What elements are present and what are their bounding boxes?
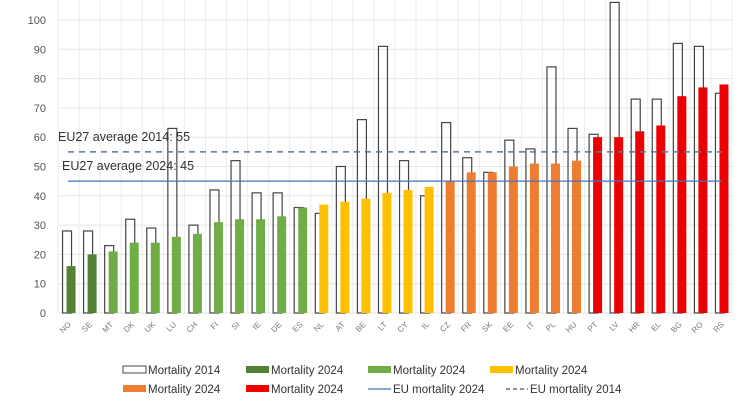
bar-2024-ie: [256, 219, 266, 313]
x-tick-label: CY: [396, 320, 411, 335]
legend-label: Mortality 2024: [515, 365, 588, 377]
legend-swatch-yellow: [490, 366, 513, 373]
bar-2024-rs: [719, 84, 729, 314]
y-axis: 0 10 20 30 40 50 60 70 80 90 100: [28, 15, 46, 320]
x-tick-label: EE: [501, 320, 515, 334]
x-tick-label: HU: [564, 320, 579, 335]
legend-label: Mortality 2024: [148, 384, 221, 396]
x-tick-label: DE: [269, 320, 283, 334]
legend: Mortality 2014 Mortality 2024 Mortality 20…: [122, 365, 622, 396]
legend-label: EU mortality 2014: [530, 384, 622, 396]
bar-2024-lv: [614, 137, 624, 313]
bar-2024-uk: [150, 242, 160, 313]
x-tick-label: HR: [627, 320, 642, 335]
x-tick-label: CZ: [438, 320, 452, 334]
y-tick-label: 100: [28, 15, 46, 27]
y-tick-label: 70: [34, 103, 46, 115]
x-tick-label: IL: [420, 320, 431, 331]
bar-2024-cy: [403, 189, 413, 313]
y-tick-label: 60: [34, 132, 46, 144]
x-tick-label: IE: [251, 320, 263, 332]
eu-2024-label: EU27 average 2024: 45: [62, 159, 194, 173]
y-tick-label: 40: [34, 191, 46, 203]
x-tick-label: AT: [334, 320, 347, 333]
legend-swatch-green: [368, 366, 391, 373]
x-tick-label: FI: [209, 320, 220, 331]
bar-2024-es: [298, 207, 308, 313]
x-tick-label: EL: [649, 320, 663, 334]
x-tick-label: FR: [459, 320, 473, 334]
bar-2024-mt: [108, 251, 118, 313]
bar-2024-nl: [319, 204, 329, 313]
legend-swatch-dark_green: [246, 366, 269, 373]
bar-2024-ee: [508, 166, 518, 313]
bar-2024-lu: [171, 236, 181, 313]
bar-2024-ro: [698, 87, 708, 313]
bar-2024-be: [361, 198, 371, 313]
x-tick-label: SI: [230, 320, 242, 332]
x-tick-label: DK: [122, 320, 137, 335]
bar-2024-fr: [466, 172, 476, 313]
legend-swatch-red: [246, 385, 269, 392]
x-tick-label: PL: [544, 320, 558, 334]
y-tick-label: 80: [34, 74, 46, 86]
bars: [61, 1, 729, 314]
bar-2024-it: [529, 163, 539, 313]
legend-label: Mortality 2024: [393, 365, 466, 377]
x-tick-label: SK: [480, 320, 494, 334]
legend-label: Mortality 2014: [148, 365, 221, 377]
bar-2024-at: [340, 201, 350, 313]
bar-2024-no: [66, 266, 76, 313]
bar-2024-cz: [445, 181, 455, 313]
x-tick-label: PT: [586, 320, 600, 334]
bar-2024-el: [656, 125, 666, 313]
x-tick-label: BG: [669, 320, 684, 335]
bar-2024-pl: [550, 163, 560, 313]
x-tick-label: CH: [185, 320, 200, 335]
bar-2024-fi: [213, 222, 223, 313]
x-tick-label: UK: [143, 320, 158, 335]
y-tick-label: 90: [34, 44, 46, 56]
bar-2024-de: [277, 216, 287, 313]
bar-2024-sk: [487, 172, 497, 313]
x-tick-label: NO: [58, 320, 73, 335]
y-tick-label: 10: [34, 279, 46, 291]
legend-label: Mortality 2024: [271, 384, 344, 396]
bar-2024-dk: [129, 242, 139, 313]
bar-2024-ch: [192, 233, 202, 313]
bar-2024-il: [424, 187, 434, 313]
x-tick-label: BE: [354, 320, 368, 334]
x-tick-label: IT: [525, 320, 536, 331]
grid: [57, 0, 733, 314]
y-tick-label: 50: [34, 162, 46, 174]
x-tick-label: LU: [165, 320, 179, 334]
reference-lines: EU27 average 2014: 55 EU27 average 2024: …: [58, 130, 722, 182]
x-tick-label: RS: [712, 320, 726, 334]
x-tick-label: NL: [312, 320, 326, 334]
x-tick-label: RO: [690, 320, 705, 335]
legend-swatch-orange: [123, 385, 146, 392]
y-tick-label: 20: [34, 249, 46, 261]
x-tick-label: SE: [80, 320, 94, 334]
y-tick-label: 0: [40, 308, 46, 320]
legend-swatch-outline: [122, 365, 147, 374]
bar-2024-bg: [677, 96, 687, 314]
bar-2024-se: [87, 254, 97, 313]
legend-label: EU mortality 2024: [393, 384, 485, 396]
bar-2024-pt: [593, 137, 603, 313]
x-axis: NO SE MT DK UK LU CH FI SI IE DE ES NL AT BE LT CY IL CZ FR…: [58, 320, 726, 335]
y-tick-label: 30: [34, 220, 46, 232]
x-tick-label: LV: [608, 320, 621, 333]
x-tick-label: MT: [101, 320, 116, 335]
x-tick-label: LT: [376, 320, 389, 333]
bar-2024-hr: [635, 131, 645, 313]
bar-2024-hu: [572, 160, 582, 313]
legend-label: Mortality 2024: [271, 365, 344, 377]
x-tick-label: ES: [291, 320, 305, 334]
eu-2014-label: EU27 average 2014: 55: [58, 130, 190, 144]
bar-2024-lt: [382, 192, 392, 313]
bar-2024-si: [235, 219, 245, 313]
